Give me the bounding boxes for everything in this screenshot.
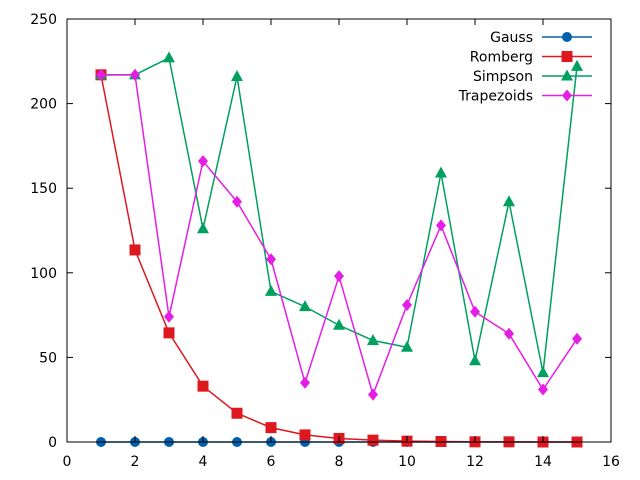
series-line-romberg <box>100 74 577 443</box>
legend: Gauss Romberg Simpson Trapezoids <box>458 30 592 105</box>
legend-item-gauss: Gauss <box>490 30 592 46</box>
x-tick-label: 2 <box>131 454 140 470</box>
point-trapezoids-9 <box>402 298 412 311</box>
x-tick-label: 0 <box>63 454 72 470</box>
legend-label-romberg: Romberg <box>470 50 533 66</box>
point-simpson-8 <box>367 333 379 345</box>
legend-label-trapezoids: Trapezoids <box>458 89 533 105</box>
point-trapezoids-7 <box>334 270 344 283</box>
point-trapezoids-4 <box>232 195 242 208</box>
point-simpson-14 <box>571 59 583 71</box>
x-tick-label: 14 <box>534 454 552 470</box>
x-tick-label: 6 <box>267 454 276 470</box>
point-trapezoids-5 <box>266 253 276 266</box>
point-romberg-3 <box>197 380 209 392</box>
series-line-trapezoids <box>101 74 578 397</box>
point-romberg-2 <box>163 327 175 339</box>
legend-marker-trapezoids <box>562 89 572 102</box>
point-romberg-8 <box>367 434 379 446</box>
x-tick-label: 10 <box>398 454 416 470</box>
series-romberg <box>95 69 583 448</box>
point-romberg-6 <box>299 429 311 441</box>
x-tick-label: 4 <box>199 454 208 470</box>
point-trapezoids-1 <box>130 68 140 81</box>
point-trapezoids-13 <box>538 383 548 396</box>
x-tick-label: 8 <box>335 454 344 470</box>
point-simpson-10 <box>435 166 447 178</box>
point-trapezoids-2 <box>164 310 174 323</box>
point-simpson-6 <box>299 300 311 312</box>
point-romberg-1 <box>129 244 141 256</box>
x-tick-label: 12 <box>466 454 484 470</box>
y-tick-label: 150 <box>30 181 57 197</box>
point-trapezoids-10 <box>436 219 446 232</box>
legend-marker-simpson <box>561 69 573 81</box>
point-simpson-3 <box>197 222 209 234</box>
legend-item-simpson: Simpson <box>473 69 592 85</box>
legend-item-romberg: Romberg <box>470 50 592 66</box>
point-romberg-10 <box>435 435 447 447</box>
point-trapezoids-8 <box>368 388 378 401</box>
y-tick-label: 0 <box>48 435 57 451</box>
point-trapezoids-6 <box>300 376 310 389</box>
point-simpson-13 <box>537 366 549 378</box>
series-layer <box>95 51 583 448</box>
point-romberg-5 <box>265 422 277 434</box>
point-trapezoids-14 <box>572 332 582 345</box>
point-simpson-11 <box>469 354 481 366</box>
point-simpson-5 <box>265 284 277 296</box>
y-tick-label: 100 <box>30 266 57 282</box>
point-trapezoids-0 <box>96 68 106 81</box>
x-tick-label: 16 <box>602 454 620 470</box>
point-trapezoids-11 <box>470 305 480 318</box>
series-trapezoids <box>96 68 582 401</box>
point-trapezoids-3 <box>198 155 208 168</box>
y-tick-label: 50 <box>39 350 57 366</box>
legend-label-gauss: Gauss <box>490 30 533 46</box>
legend-marker-gauss <box>562 32 572 42</box>
point-simpson-12 <box>503 195 515 207</box>
y-tick-label: 200 <box>30 97 57 113</box>
legend-item-trapezoids: Trapezoids <box>458 89 592 105</box>
legend-label-simpson: Simpson <box>473 69 533 85</box>
point-simpson-2 <box>163 51 175 63</box>
point-romberg-4 <box>231 407 243 419</box>
legend-marker-romberg <box>561 51 573 62</box>
point-trapezoids-12 <box>504 327 514 340</box>
point-simpson-9 <box>401 340 413 352</box>
point-simpson-4 <box>231 70 243 82</box>
point-simpson-7 <box>333 318 345 330</box>
y-tick-label: 250 <box>30 12 57 28</box>
axis-layer: 0 2 4 6 8 10 12 14 16 0 50 100 150 200 250 <box>30 12 620 470</box>
